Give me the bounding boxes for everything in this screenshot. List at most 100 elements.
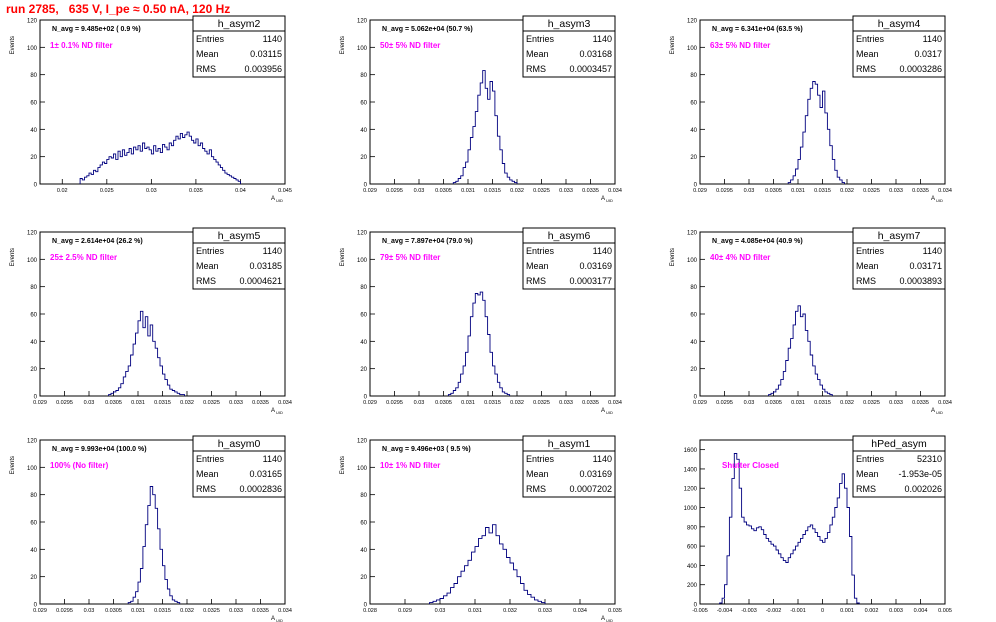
y-tick-label: 120 [357,439,368,445]
y-tick-label: 800 [687,525,698,531]
stats-mean-label: Mean [856,261,879,271]
x-axis-label-subscript: UID [276,618,283,622]
x-tick-label: 0.031 [461,400,475,406]
x-axis-label-subscript: UID [936,198,943,203]
y-axis-label: Events [10,36,16,54]
stats-rms-label: RMS [196,276,216,286]
navg-label: N_avg = 2.614e+04 (26.2 %) [52,238,143,245]
stats-rms-label: RMS [856,484,876,494]
y-tick-label: 1600 [684,448,698,454]
x-tick-label: 0.02 [57,188,68,194]
histogram-line [108,310,185,396]
stats-mean-value: 0.03115 [250,49,282,59]
x-tick-label: 0.033 [229,608,243,614]
x-tick-label: 0.034 [608,188,622,194]
x-tick-label: 0.035 [189,188,203,194]
stats-entries-value: 1140 [263,246,282,256]
x-axis-label: A [931,408,935,414]
x-axis-label: A [271,196,275,202]
y-tick-label: 40 [360,128,367,134]
y-tick-label: 40 [360,548,367,554]
panel-h_asym1: 0 20 40 60 80 100 120 0.028 0.029 0.03 0.031 0.032 0… [340,435,622,622]
x-tick-label: 0.029 [33,400,47,406]
y-tick-label: 100 [687,46,698,52]
y-tick-label: 80 [30,285,37,291]
filter-label: 79± 5% ND filter [380,253,440,262]
stats-entries-value: 1140 [593,454,612,464]
histogram-line [79,131,241,184]
histogram-name: h_asym2 [218,18,261,30]
histogram-name: h_asym5 [218,230,261,242]
x-tick-label: 0.001 [840,608,854,614]
stats-entries-label: Entries [196,34,225,44]
x-tick-label: 0.04 [235,188,246,194]
stats-entries-label: Entries [526,454,555,464]
y-axis-label: Events [10,456,16,474]
navg-label: N_avg = 6.341e+04 (63.5 %) [712,26,803,33]
y-tick-label: 60 [360,313,367,319]
x-axis-label-subscript: UID [936,410,943,415]
x-tick-label: 0.025 [100,188,114,194]
stats-rms-label: RMS [196,484,216,494]
x-tick-label: -0.001 [790,608,806,614]
x-tick-label: 0.0295 [386,188,403,194]
x-tick-label: 0.004 [914,608,928,614]
y-tick-label: 60 [30,521,37,527]
stats-box [852,30,946,78]
stats-mean-label: Mean [196,261,219,271]
y-tick-label: 0 [34,183,38,189]
filter-label: 25± 2.5% ND filter [50,253,117,262]
y-tick-label: 100 [357,466,368,472]
y-tick-label: 120 [27,231,38,237]
y-axis-label: Events [340,248,346,266]
stats-box [852,242,946,290]
x-tick-label: 0.03 [84,608,95,614]
x-tick-label: 0.032 [180,400,194,406]
panel-hPed_asym: 0 200 400 600 800 1000 1200 1400 1600 -0.005 -0.00… [684,435,952,614]
stats-mean-value: 0.03165 [249,469,282,479]
x-tick-label: 0.033 [559,188,573,194]
x-tick-label: 0.034 [278,400,292,406]
x-tick-label: 0.03 [744,400,755,406]
y-tick-label: 120 [357,19,368,25]
stats-rms-value: 0.0003457 [569,64,612,74]
x-tick-label: 0.0325 [533,188,550,194]
y-tick-label: 100 [687,258,698,264]
y-tick-label: 120 [687,231,698,237]
y-tick-label: 20 [360,155,367,161]
stats-rms-value: 0.0003893 [899,276,942,286]
stats-mean-label: Mean [196,49,219,59]
x-tick-label: 0.033 [889,188,903,194]
y-tick-label: 1000 [684,506,698,512]
x-tick-label: 0.031 [131,608,145,614]
x-tick-label: 0.003 [889,608,903,614]
y-tick-label: 20 [360,575,367,581]
x-tick-label: 0.029 [363,400,377,406]
navg-label: N_avg = 9.496e+03 ( 9.5 %) [382,446,471,453]
x-tick-label: 0.035 [608,608,622,614]
y-tick-label: 120 [27,439,38,445]
filter-label: 63± 5% ND filter [710,41,770,50]
x-tick-label: 0.029 [693,188,707,194]
stats-mean-label: Mean [526,49,549,59]
y-axis-label: Events [340,36,346,54]
histogram-name: h_asym4 [878,18,921,30]
stats-box [192,30,286,78]
y-tick-label: 100 [357,258,368,264]
x-tick-label: 0.0315 [154,608,171,614]
filter-label: 1± 0.1% ND filter [50,41,113,50]
stats-entries-value: 1140 [263,454,282,464]
navg-label: N_avg = 9.993e+04 (100.0 %) [52,446,147,453]
x-tick-label: 0.032 [510,400,524,406]
x-axis-label-subscript: UID [606,198,613,203]
x-axis-label: A [601,196,605,202]
x-tick-label: 0.0305 [765,188,782,194]
y-tick-label: 0 [364,603,368,609]
stats-box [852,450,946,498]
y-tick-label: 100 [27,258,38,264]
stats-rms-value: 0.002026 [904,484,942,494]
stats-rms-label: RMS [856,276,876,286]
histogram-line [787,81,845,184]
y-tick-label: 40 [30,340,37,346]
y-tick-label: 80 [360,73,367,79]
